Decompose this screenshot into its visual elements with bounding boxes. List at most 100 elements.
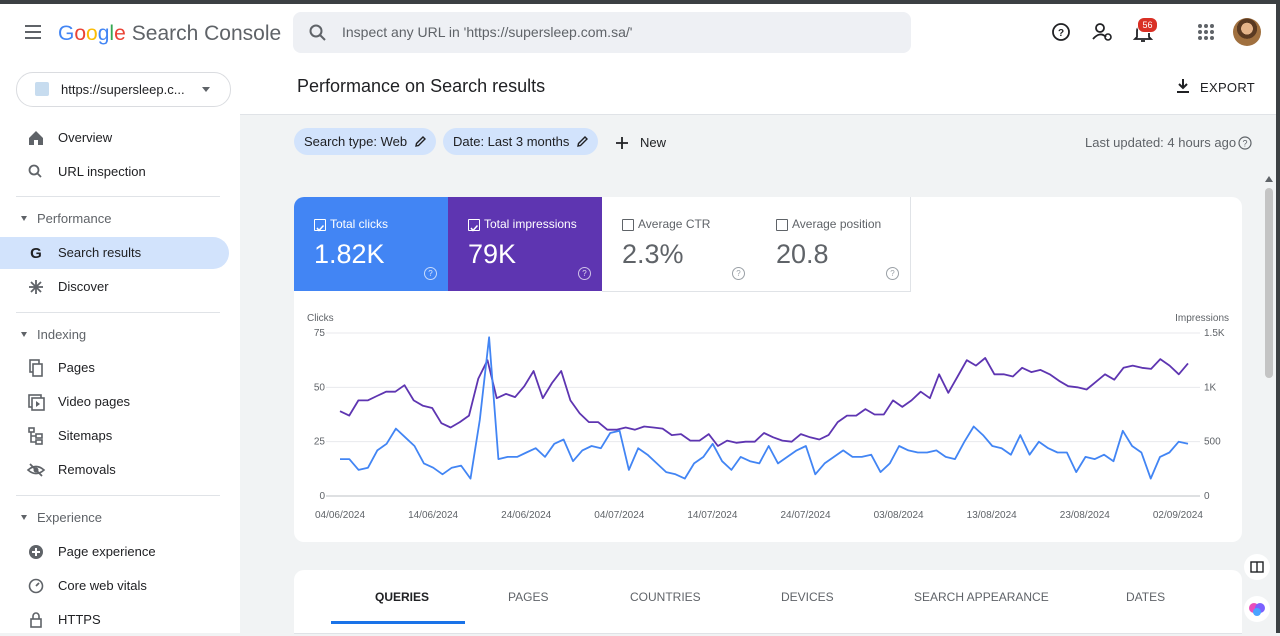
plus-icon [616, 137, 628, 149]
tab-dates[interactable]: DATES [1126, 590, 1166, 604]
search-placeholder: Inspect any URL in 'https://supersleep.c… [342, 24, 633, 40]
tab-queries[interactable]: QUERIES [375, 590, 430, 604]
sidebar-item-video-pages[interactable]: Video pages [0, 386, 229, 418]
series-line-impressions[interactable] [339, 357, 1189, 447]
help-circle-icon[interactable]: ? [732, 267, 745, 280]
reader-mode-button[interactable] [1244, 554, 1270, 580]
series-line-clicks[interactable] [340, 336, 1189, 480]
ai-assistant-button[interactable] [1244, 596, 1270, 622]
help-circle-icon[interactable]: ? [424, 267, 437, 280]
url-inspection-search[interactable]: Inspect any URL in 'https://supersleep.c… [293, 12, 911, 53]
tab-search-appearance[interactable]: SEARCH APPEARANCE [914, 590, 1049, 604]
gauge-icon [28, 578, 44, 594]
sidebar-section-indexing[interactable]: Indexing [0, 323, 240, 347]
browser-right-edge [1276, 0, 1280, 633]
account-avatar[interactable] [1233, 18, 1261, 46]
sidebar-item-discover[interactable]: Discover [0, 271, 229, 303]
x-tick-label: 02/09/2024 [1153, 510, 1203, 521]
x-tick-label: 14/06/2024 [408, 510, 458, 521]
metric-total-impressions[interactable]: Total impressions 79K ? [448, 197, 602, 291]
sidebar-item-core-web-vitals[interactable]: Core web vitals [0, 570, 229, 602]
checkbox-checked-icon[interactable] [314, 219, 326, 232]
metric-value: 1.82K [314, 239, 385, 269]
left-tick-label: 25 [314, 437, 326, 448]
top-bar: Google Search Console Inspect any URL in … [0, 4, 1276, 60]
search-type-filter-chip[interactable]: Search type: Web [294, 128, 436, 155]
svg-text:?: ? [1242, 139, 1247, 149]
sidebar-divider [16, 495, 220, 496]
help-circle-icon[interactable]: ? [1238, 136, 1252, 150]
right-axis-label: Impressions [1175, 313, 1229, 324]
sidebar-item-sitemaps[interactable]: Sitemaps [0, 420, 229, 452]
help-icon[interactable]: ? [1045, 16, 1077, 48]
svg-text:?: ? [1058, 28, 1064, 39]
filter-bar: Search type: Web Date: Last 3 months New… [240, 115, 1276, 169]
tab-countries[interactable]: COUNTRIES [630, 590, 701, 604]
left-tick-label: 75 [314, 328, 326, 339]
caret-down-icon [21, 515, 27, 520]
sidebar-divider [16, 312, 220, 313]
home-icon [29, 131, 43, 145]
tab-pages[interactable]: PAGES [508, 590, 549, 604]
browser-top-edge [0, 0, 1280, 4]
brain-icon [1249, 603, 1265, 616]
checkbox-checked-icon[interactable] [468, 219, 480, 232]
date-filter-chip[interactable]: Date: Last 3 months [443, 128, 598, 155]
active-tab-indicator [331, 621, 465, 624]
checkbox-unchecked-icon[interactable] [622, 219, 634, 231]
sidebar-section-performance[interactable]: Performance [0, 207, 240, 231]
performance-line-chart[interactable]: Clicks Impressions 0 0 25 500 50 1K 75 1.5K 04/0… [294, 303, 1242, 533]
search-icon [309, 24, 326, 41]
app-logo[interactable]: Google Search Console [58, 22, 282, 45]
product-name: Search Console [131, 22, 282, 45]
x-tick-label: 03/08/2024 [874, 510, 924, 521]
right-tick-label: 1K [1204, 382, 1217, 393]
scrollbar-thumb[interactable] [1265, 188, 1273, 378]
sitemaps-icon [28, 427, 43, 445]
google-g-icon: G [30, 245, 42, 262]
help-circle-icon[interactable]: ? [578, 267, 591, 280]
sidebar-section-experience[interactable]: Experience [0, 506, 240, 530]
sidebar-item-pages[interactable]: Pages [0, 352, 229, 384]
main-scrollbar[interactable] [1262, 172, 1276, 633]
property-url: https://supersleep.c... [61, 82, 185, 97]
right-tick-label: 500 [1204, 437, 1221, 448]
property-favicon-icon [35, 82, 49, 96]
metric-value: 2.3% [622, 239, 684, 269]
svg-text:G: G [30, 245, 42, 262]
apps-grid-icon[interactable] [1190, 16, 1222, 48]
sidebar-item-overview[interactable]: Overview [0, 122, 229, 154]
metric-average-ctr[interactable]: Average CTR 2.3% ? [602, 197, 757, 292]
metric-value: 79K [468, 239, 517, 269]
notification-count-badge: 56 [1137, 17, 1158, 33]
scroll-up-arrow-icon[interactable] [1265, 176, 1273, 182]
sidebar-item-removals[interactable]: Removals [0, 454, 229, 486]
page-header: Performance on Search results EXPORT [240, 60, 1276, 115]
x-tick-label: 04/06/2024 [315, 510, 365, 521]
chevron-down-icon [202, 87, 210, 92]
caret-down-icon [21, 332, 27, 337]
sidebar-item-search-results[interactable]: G Search results [0, 237, 229, 269]
help-circle-icon[interactable]: ? [886, 267, 899, 280]
sidebar-item-page-experience[interactable]: Page experience [0, 536, 229, 568]
book-icon [1250, 561, 1264, 573]
x-tick-label: 14/07/2024 [687, 510, 737, 521]
hamburger-menu-icon[interactable] [20, 20, 48, 44]
checkbox-unchecked-icon[interactable] [776, 219, 788, 231]
property-selector[interactable]: https://supersleep.c... [16, 72, 231, 107]
tab-devices[interactable]: DEVICES [781, 590, 834, 604]
sidebar-divider [16, 196, 220, 197]
left-tick-label: 0 [319, 491, 325, 502]
manage-users-icon[interactable] [1086, 16, 1118, 48]
sidebar-item-url-inspection[interactable]: URL inspection [0, 156, 229, 188]
last-updated-text: Last updated: 4 hours ago [1085, 135, 1237, 150]
metric-total-clicks[interactable]: Total clicks 1.82K ? [294, 197, 448, 291]
search-icon [28, 164, 42, 178]
metric-average-position[interactable]: Average position 20.8 ? [756, 197, 911, 292]
sidebar: https://supersleep.c... Overview URL ins… [0, 60, 240, 633]
video-pages-icon [28, 394, 45, 411]
download-icon [1177, 79, 1189, 93]
sidebar-item-https[interactable]: HTTPS [0, 604, 229, 636]
lock-icon [30, 612, 42, 628]
pencil-icon [577, 136, 588, 147]
